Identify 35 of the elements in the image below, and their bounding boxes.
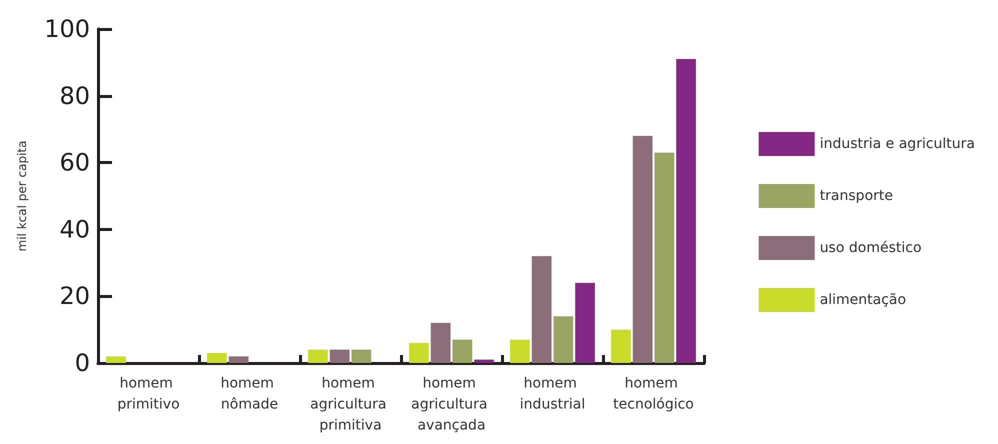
- y-axis-title: mil kcal per capita: [15, 140, 29, 252]
- bar: [575, 282, 595, 363]
- bar: [510, 340, 530, 363]
- y-tick-label: 20: [59, 282, 90, 310]
- legend-label: industria e agricultura: [820, 136, 975, 152]
- y-tick-label: 60: [59, 148, 90, 177]
- x-tick-label: homem agricultura avançada: [411, 376, 492, 434]
- bar: [452, 340, 472, 363]
- bar: [351, 350, 372, 363]
- y-tick-label: 40: [59, 215, 90, 244]
- x-tick-label: homem tecnológico: [613, 376, 694, 412]
- bar: [611, 330, 631, 363]
- x-tick-label: homem agricultura primitiva: [310, 376, 391, 434]
- x-tick-label: homem nômade: [220, 376, 278, 412]
- bar: [409, 342, 429, 363]
- legend-label: transporte: [820, 188, 893, 204]
- bar: [553, 316, 574, 363]
- legend-label: uso doméstico: [820, 240, 922, 256]
- bar: [654, 152, 674, 363]
- bar: [676, 59, 696, 363]
- legend-label: alimentação: [820, 292, 906, 308]
- bar: [228, 356, 249, 363]
- y-tick-label: 80: [59, 82, 90, 110]
- x-tick-label: homem primitivo: [117, 376, 180, 412]
- bar: [308, 350, 328, 363]
- x-tick-label: homem industrial: [520, 376, 586, 412]
- bar: [632, 136, 653, 363]
- bar: [532, 256, 552, 363]
- bar: [207, 352, 227, 363]
- bar: [430, 322, 451, 363]
- y-tick-label: 100: [44, 15, 90, 43]
- y-tick-label: 0: [74, 349, 90, 377]
- bar: [330, 350, 350, 363]
- bar: [474, 360, 494, 363]
- bar: [106, 356, 126, 363]
